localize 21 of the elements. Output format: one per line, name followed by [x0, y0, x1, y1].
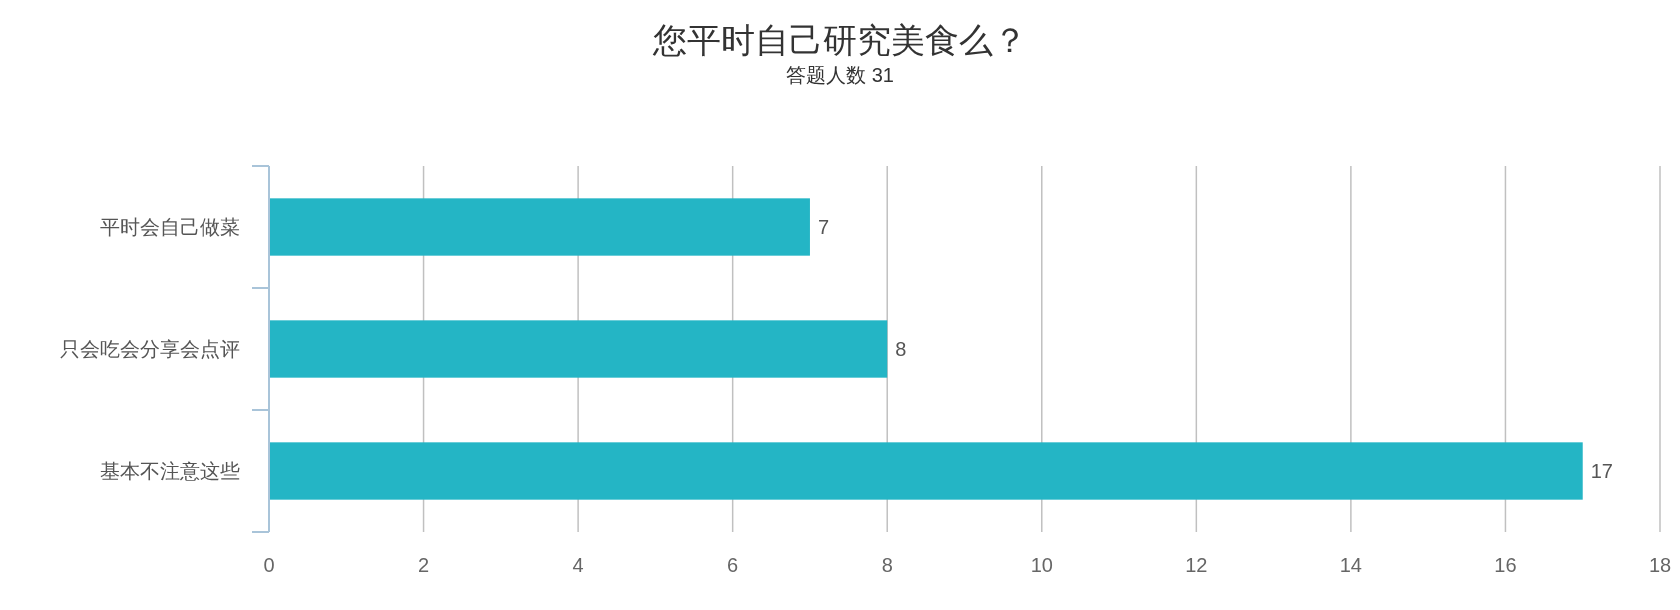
- chart-title: 您平时自己研究美食么？: [652, 21, 1027, 59]
- data-label: 8: [895, 338, 907, 360]
- x-tick-label: 6: [727, 554, 739, 576]
- data-label: 7: [817, 216, 830, 238]
- x-tick-label: 2: [417, 554, 430, 576]
- data-label: 17: [1590, 460, 1613, 482]
- chart-subtitle: 答题人数 31: [786, 64, 894, 86]
- x-tick-label: 0: [263, 554, 275, 576]
- x-tick-label: 4: [572, 554, 584, 576]
- bar: [269, 442, 1583, 500]
- bar: [269, 320, 888, 378]
- x-tick-label: 16: [1494, 554, 1517, 576]
- x-tick-label: 8: [881, 554, 893, 576]
- x-tick-label: 14: [1339, 554, 1363, 576]
- bar: [269, 198, 810, 256]
- x-tick-label: 12: [1185, 554, 1208, 576]
- y-tick-label: 基本不注意这些: [100, 460, 240, 482]
- x-tick-label: 18: [1648, 554, 1672, 576]
- x-tick-label: 10: [1030, 554, 1053, 576]
- y-tick-label: 只会吃会分享会点评: [60, 338, 240, 360]
- y-tick-label: 平时会自己做菜: [100, 216, 240, 238]
